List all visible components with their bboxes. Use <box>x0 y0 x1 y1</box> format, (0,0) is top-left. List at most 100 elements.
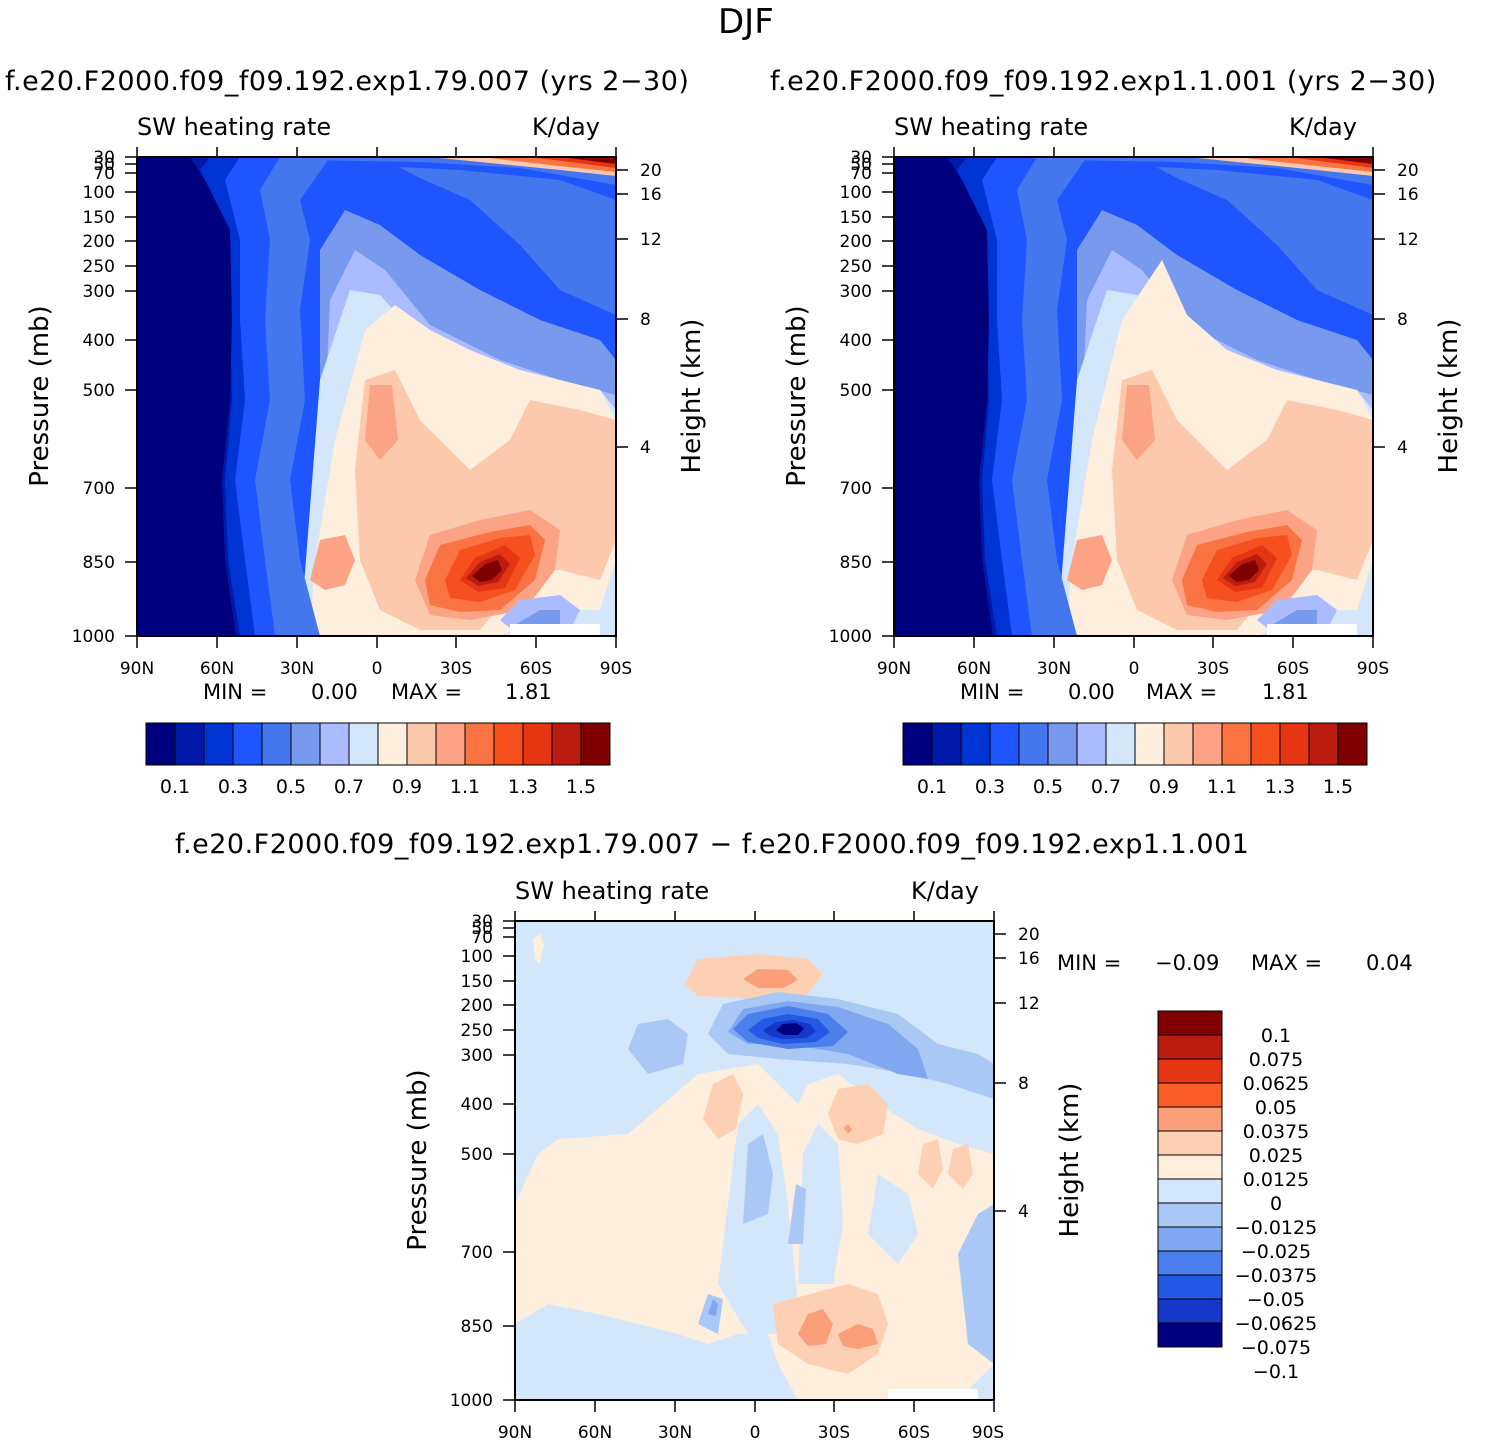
x-tick-label: 60N <box>578 1423 612 1443</box>
y-tick-label: 1000 <box>450 1391 493 1411</box>
colorbar-label: −0.1 <box>1253 1361 1299 1383</box>
y-tick-label: 300 <box>461 1046 493 1066</box>
y-tick-label: 30 <box>850 148 872 168</box>
panel2-variable-label: SW heating rate <box>894 113 1089 141</box>
panel1-variable-label: SW heating rate <box>137 113 332 141</box>
y-tick-label: 200 <box>840 232 872 252</box>
y-tick-label: 1000 <box>72 627 115 647</box>
y-tick-label: 70 <box>93 164 115 184</box>
colorbar-label: −0.075 <box>1241 1337 1311 1359</box>
colorbar-label: 0.075 <box>1249 1049 1303 1071</box>
colorbar-swatch <box>902 722 933 766</box>
x-tick-label: 0 <box>372 659 383 679</box>
colorbar-swatch <box>1157 1082 1223 1108</box>
colorbar-swatch <box>348 722 379 766</box>
colorbar-swatch <box>1157 1034 1223 1060</box>
figure-title: DJF <box>718 2 774 42</box>
y-tick-label: 300 <box>83 282 115 302</box>
colorbar-label: 0.1 <box>1261 1025 1291 1047</box>
colorbar-swatch <box>203 722 234 766</box>
panel1-field <box>137 157 616 636</box>
y-tick-label: 100 <box>461 947 493 967</box>
y-tick-label: 700 <box>461 1243 493 1263</box>
colorbar-swatch <box>493 722 524 766</box>
colorbar-swatch <box>1163 722 1194 766</box>
x-tick-label: 60N <box>957 659 991 679</box>
colorbar-swatch <box>1308 722 1339 766</box>
y-tick-label: 400 <box>461 1095 493 1115</box>
colorbar-swatch <box>1157 1322 1223 1348</box>
height-tick-label: 20 <box>1018 925 1040 945</box>
y-tick-label: 50 <box>93 155 115 175</box>
y-tick-label: 250 <box>83 257 115 277</box>
y-tick-label: 200 <box>461 996 493 1016</box>
diff-colorbar: 0.1 0.075 0.0625 0.05 0.0375 0.025 0.012… <box>1157 1010 1317 1383</box>
height-tick-label: 16 <box>1397 185 1419 205</box>
panel1-min-label: MIN = <box>203 680 268 704</box>
colorbar-label: 1.1 <box>1207 776 1237 798</box>
height-tick-label: 4 <box>1018 1202 1029 1222</box>
height-tick-label: 8 <box>1018 1074 1029 1094</box>
height-tick-label: 16 <box>1018 949 1040 969</box>
colorbar-swatch <box>551 722 582 766</box>
x-tick-label: 30S <box>440 659 472 679</box>
height-tick-label: 8 <box>1397 310 1408 330</box>
height-tick-label: 4 <box>640 438 651 458</box>
height-tick-label: 12 <box>640 230 662 250</box>
x-tick-label: 90N <box>877 659 911 679</box>
x-tick-label: 90N <box>120 659 154 679</box>
panel2-units-label: K/day <box>1289 113 1357 141</box>
panel2-plot: 30 50 70 100 150 200 250 300 400 500 700… <box>782 147 1464 679</box>
y-tick-label: 400 <box>840 331 872 351</box>
colorbar-swatch <box>580 722 611 766</box>
y-tick-label: 300 <box>840 282 872 302</box>
colorbar-swatch <box>1157 1058 1223 1084</box>
colorbar-label: 0.0125 <box>1243 1169 1309 1191</box>
colorbar-swatch <box>1279 722 1310 766</box>
x-tick-label: 60N <box>200 659 234 679</box>
y-tick-label: 250 <box>840 257 872 277</box>
colorbar-swatch <box>1250 722 1281 766</box>
diff-colorbar-swatches <box>1157 1010 1223 1348</box>
x-tick-label: 90N <box>498 1423 532 1443</box>
x-tick-label: 30S <box>1197 659 1229 679</box>
y-tick-label: 200 <box>83 232 115 252</box>
panel2-min-value: 0.00 <box>1068 680 1115 704</box>
colorbar-swatch <box>1221 722 1252 766</box>
x-tick-label: 60S <box>898 1423 930 1443</box>
colorbar-swatch <box>1157 1154 1223 1180</box>
colorbar-swatch <box>1157 1274 1223 1300</box>
panel1-title: f.e20.F2000.f09_f09.192.exp1.79.007 (yrs… <box>5 66 690 97</box>
colorbar-swatch <box>435 722 466 766</box>
colorbar-label: 1.5 <box>1323 776 1353 798</box>
colorbar-swatch <box>261 722 292 766</box>
x-tick-label: 0 <box>1129 659 1140 679</box>
colorbar-label: 0.9 <box>1149 776 1179 798</box>
colorbar-label: −0.025 <box>1241 1241 1311 1263</box>
y-tick-label: 150 <box>83 208 115 228</box>
panel1-max-value: 1.81 <box>505 680 552 704</box>
x-tick-label: 30N <box>1037 659 1071 679</box>
colorbar-swatch <box>1105 722 1136 766</box>
y-tick-label: 30 <box>471 912 493 932</box>
colorbar-swatch <box>319 722 350 766</box>
colorbar-label: 0.0625 <box>1243 1073 1309 1095</box>
panel2-field <box>894 157 1373 636</box>
y-tick-label: 500 <box>83 381 115 401</box>
height-tick-label: 16 <box>640 185 662 205</box>
colorbar-label: 0.0375 <box>1243 1121 1309 1143</box>
y-tick-label: 250 <box>461 1021 493 1041</box>
panel2-max-value: 1.81 <box>1262 680 1309 704</box>
y-tick-label: 850 <box>83 553 115 573</box>
y-tick-label: 50 <box>471 919 493 939</box>
y-tick-label: 500 <box>461 1145 493 1165</box>
colorbar-swatch <box>522 722 553 766</box>
colorbar-swatch <box>145 722 176 766</box>
colorbar-swatch <box>464 722 495 766</box>
panel2-min-label: MIN = <box>960 680 1025 704</box>
colorbar-label: 0.9 <box>392 776 422 798</box>
colorbar-label: 0.5 <box>276 776 306 798</box>
colorbar-label: 1.3 <box>508 776 538 798</box>
colorbar-label: −0.0625 <box>1235 1313 1317 1335</box>
colorbar-swatch <box>1157 1202 1223 1228</box>
